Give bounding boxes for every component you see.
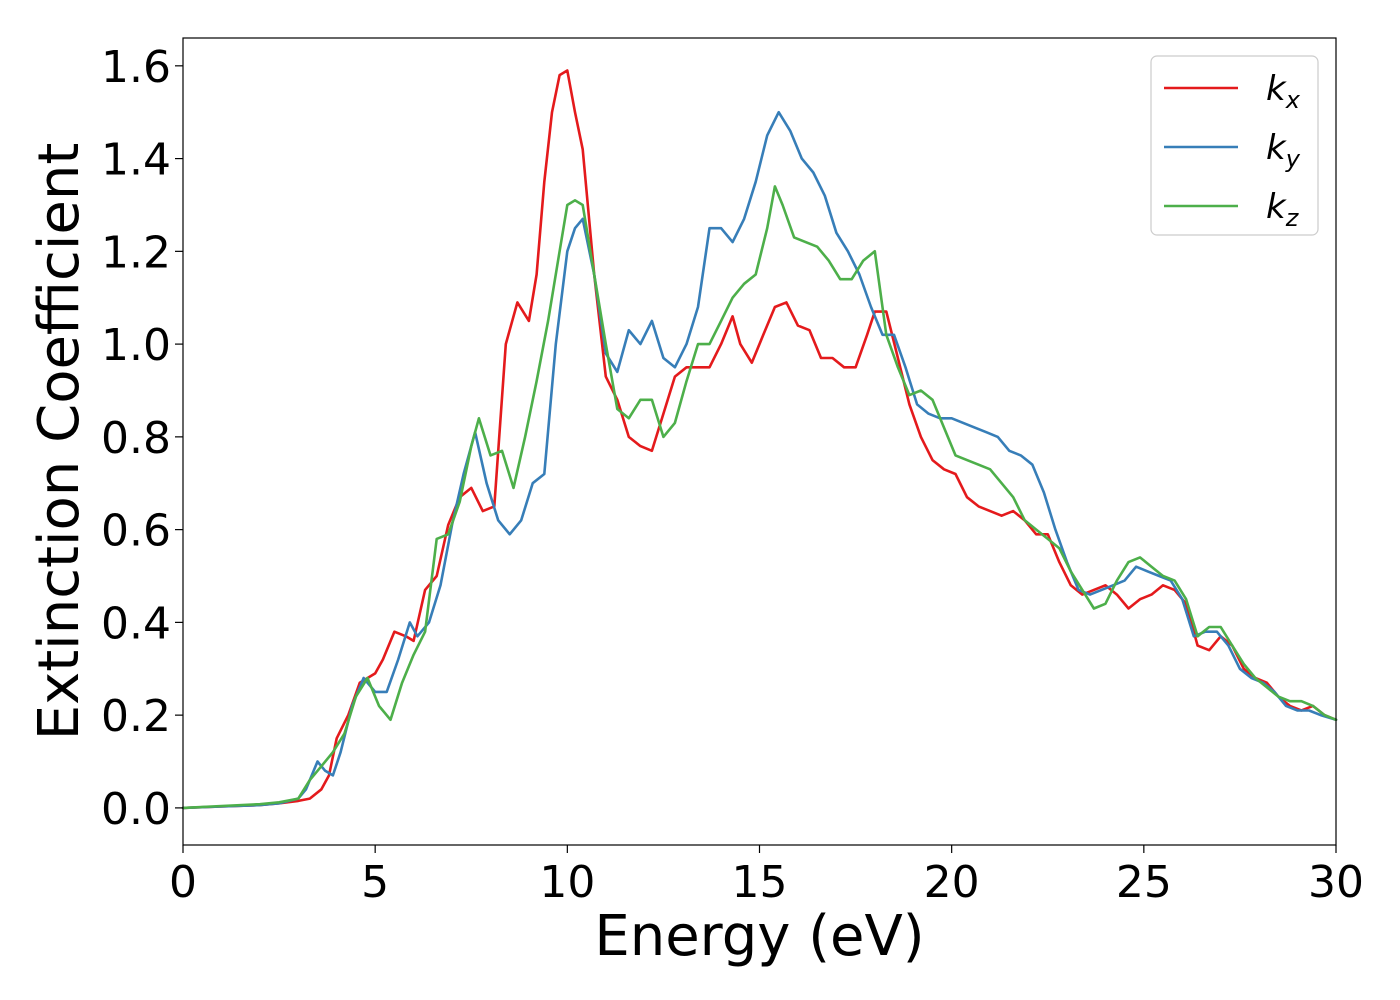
x-axis-ticks: 0 5 10 15 20 25 30 [169,845,1364,908]
series-line-kx [181,69,1338,810]
x-tick-label: 0 [169,857,197,908]
y-tick-label: 0.6 [101,506,171,557]
y-tick-label: 0.4 [101,598,171,649]
legend-label-kz: kz [1266,187,1300,232]
y-tick-label: 1.6 [101,42,171,93]
y-tick-label: 0.2 [101,691,171,742]
legend-label-ky: ky [1266,128,1301,173]
series-line-ky [181,110,1338,810]
legend: kx ky kz [1150,55,1319,236]
series-layer [181,69,1338,810]
series-line-kz [181,185,1338,810]
legend-label-kx: kx [1266,69,1301,114]
y-tick-label: 1.2 [101,227,171,278]
x-tick-label: 5 [361,857,389,908]
x-axis-label: Energy (eV) [594,904,924,969]
y-tick-label: 1.4 [101,135,171,186]
x-tick-label: 15 [732,857,788,908]
y-tick-label: 0.0 [101,784,171,835]
y-tick-label: 0.8 [101,413,171,464]
x-tick-label: 25 [1116,857,1172,908]
y-axis-label: Extinction Coefficient [27,143,92,741]
y-tick-label: 1.0 [101,320,171,371]
y-axis-ticks: 0.0 0.2 0.4 0.6 0.8 1.0 1.2 1.4 1.6 [101,42,183,835]
x-tick-label: 20 [924,857,980,908]
x-tick-label: 10 [539,857,595,908]
legend-box [1150,55,1319,236]
x-tick-label: 30 [1308,857,1364,908]
